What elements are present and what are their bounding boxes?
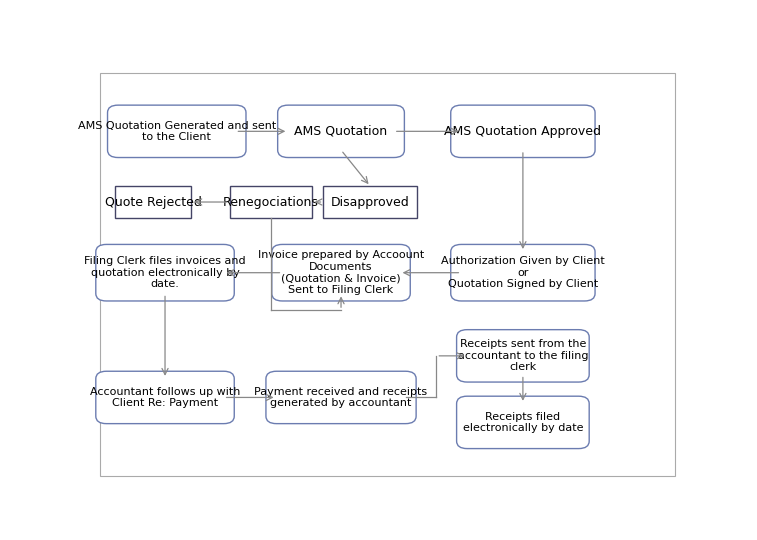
FancyBboxPatch shape bbox=[456, 396, 589, 449]
FancyBboxPatch shape bbox=[323, 186, 417, 218]
Text: AMS Quotation: AMS Quotation bbox=[294, 125, 388, 138]
Text: Invoice prepared by Accoount
Documents
(Quotation & Invoice)
Sent to Filing Cler: Invoice prepared by Accoount Documents (… bbox=[258, 251, 424, 295]
FancyBboxPatch shape bbox=[278, 105, 404, 158]
Text: Receipts sent from the
accountant to the filing
clerk: Receipts sent from the accountant to the… bbox=[458, 339, 588, 373]
FancyBboxPatch shape bbox=[456, 329, 589, 382]
FancyBboxPatch shape bbox=[96, 245, 234, 301]
Text: Authorization Given by Client
or
Quotation Signed by Client: Authorization Given by Client or Quotati… bbox=[441, 256, 605, 289]
Text: Receipts filed
electronically by date: Receipts filed electronically by date bbox=[463, 411, 583, 433]
Text: Disapproved: Disapproved bbox=[331, 195, 410, 208]
Text: Filing Clerk files invoices and
quotation electronically by
date.: Filing Clerk files invoices and quotatio… bbox=[84, 256, 246, 289]
Text: AMS Quotation Generated and sent
to the Client: AMS Quotation Generated and sent to the … bbox=[78, 120, 276, 142]
FancyBboxPatch shape bbox=[266, 371, 416, 424]
Text: Payment received and receipts
generated by accountant: Payment received and receipts generated … bbox=[254, 387, 428, 408]
FancyBboxPatch shape bbox=[450, 105, 595, 158]
FancyBboxPatch shape bbox=[96, 371, 234, 424]
FancyBboxPatch shape bbox=[107, 105, 246, 158]
FancyBboxPatch shape bbox=[115, 186, 192, 218]
Text: Renegociations: Renegociations bbox=[223, 195, 319, 208]
Text: AMS Quotation Approved: AMS Quotation Approved bbox=[444, 125, 601, 138]
Text: Quote Rejected: Quote Rejected bbox=[105, 195, 201, 208]
Text: Accountant follows up with
Client Re: Payment: Accountant follows up with Client Re: Pa… bbox=[90, 387, 240, 408]
FancyBboxPatch shape bbox=[229, 186, 312, 218]
FancyBboxPatch shape bbox=[450, 245, 595, 301]
FancyBboxPatch shape bbox=[272, 245, 410, 301]
